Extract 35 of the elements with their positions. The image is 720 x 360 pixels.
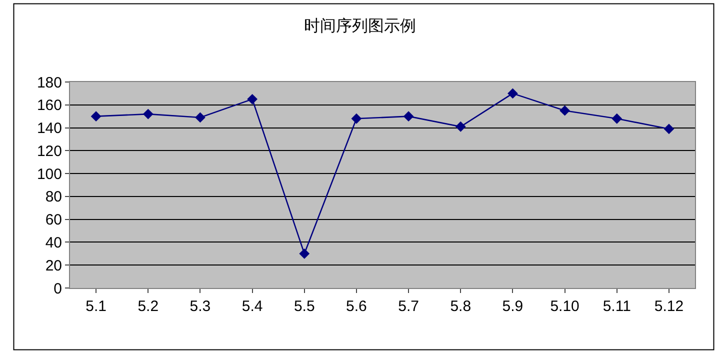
y-tick-label: 40 (45, 234, 62, 252)
point (664, 124, 674, 134)
y-tick-label: 80 (45, 188, 62, 206)
point (560, 105, 570, 116)
chart-title: 时间序列图示例 (304, 16, 416, 35)
x-tick-label: 5.1 (86, 298, 106, 315)
x-tick-label: 5.11 (602, 298, 631, 315)
x-tick-label: 5.5 (294, 298, 315, 315)
y-tick-label: 100 (36, 166, 62, 183)
y-tick-label: 180 (36, 74, 62, 92)
point (90, 111, 102, 122)
point (299, 248, 310, 259)
point (455, 121, 466, 132)
y-tick-label: 0 (54, 280, 62, 298)
point (142, 108, 154, 120)
y-tick-label: 120 (36, 142, 62, 160)
y-tick-label: 20 (45, 257, 62, 274)
point (612, 113, 622, 124)
x-tick-label: 5.8 (450, 298, 472, 315)
x-tick-label: 5.7 (398, 298, 419, 315)
x-tick-label: 5.2 (138, 298, 159, 315)
x-tick-label: 5.6 (346, 298, 367, 315)
y-tick-label: 60 (45, 212, 62, 229)
point (403, 111, 414, 122)
y-tick-label: 140 (36, 120, 62, 138)
point (195, 112, 206, 123)
point (508, 88, 518, 99)
point (247, 94, 258, 104)
y-tick-label: 160 (36, 97, 62, 114)
x-tick-label: 5.3 (190, 298, 211, 315)
x-tick-label: 5.9 (502, 298, 524, 315)
x-tick-label: 5.12 (654, 298, 684, 315)
point (351, 113, 362, 124)
x-tick-label: 5.10 (550, 298, 580, 315)
x-tick-label: 5.4 (242, 298, 263, 315)
